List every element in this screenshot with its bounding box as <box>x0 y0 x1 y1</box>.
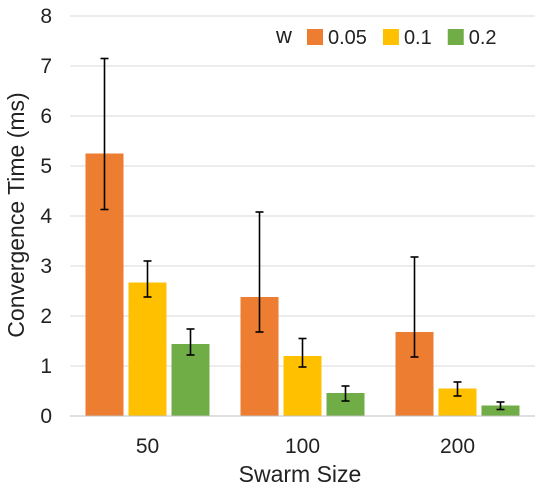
error-bars <box>100 57 505 411</box>
bar-0.1-50 <box>128 282 167 416</box>
legend-label-0.2: 0.2 <box>469 27 497 49</box>
x-tick-label: 50 <box>136 435 159 458</box>
y-tick-label: 4 <box>40 205 52 228</box>
legend-label-0.05: 0.05 <box>328 27 367 49</box>
bar-0.2-100 <box>326 393 365 416</box>
x-tick-labels: 50 100 200 <box>136 435 475 458</box>
y-tick-labels: 0 1 2 3 4 5 6 7 8 <box>40 5 52 428</box>
y-tick-label: 1 <box>40 355 52 378</box>
legend-label-0.1: 0.1 <box>404 27 432 49</box>
y-axis-title: Convergence Time (ms) <box>3 92 29 337</box>
y-tick-label: 7 <box>40 55 52 78</box>
legend: w 0.05 0.1 0.2 <box>275 23 497 49</box>
legend-swatch-0.2 <box>447 29 464 45</box>
x-axis-title: Swarm Size <box>239 461 362 487</box>
bar-0.2-200 <box>481 405 520 416</box>
x-tick-label: 100 <box>285 435 320 458</box>
bars <box>85 153 520 416</box>
y-tick-label: 3 <box>40 255 52 278</box>
legend-swatch-0.1 <box>382 29 399 45</box>
y-tick-label: 0 <box>40 405 52 428</box>
legend-swatch-0.05 <box>307 29 323 45</box>
x-tick-label: 200 <box>440 435 475 458</box>
bar-0.2-50 <box>171 344 210 416</box>
y-tick-label: 2 <box>40 305 52 328</box>
y-tick-label: 6 <box>40 105 52 128</box>
y-tick-label: 8 <box>40 5 52 28</box>
y-tick-label: 5 <box>40 155 52 178</box>
legend-title: w <box>275 23 292 48</box>
